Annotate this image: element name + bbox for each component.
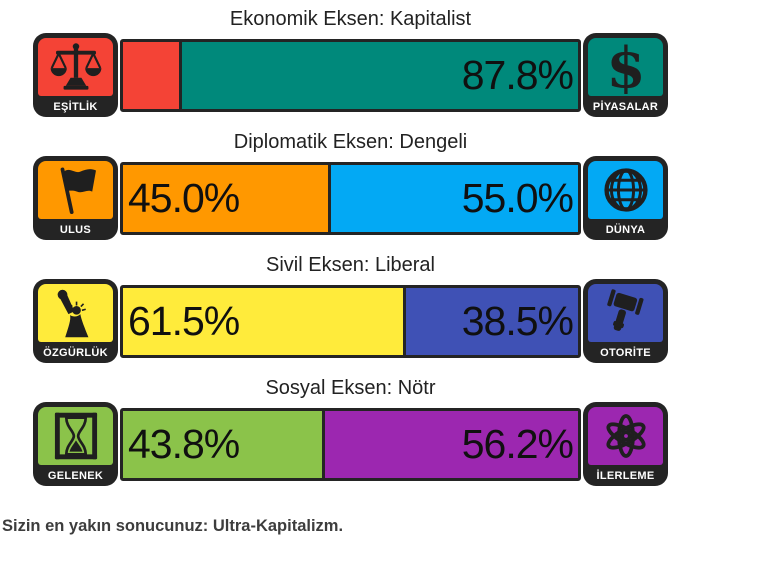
nation-icon-area: [38, 161, 113, 219]
axis-diplomatic: Diplomatik Eksen: Dengeli ULUS 45.0% 55.…: [33, 131, 668, 243]
nation-badge: ULUS: [33, 156, 118, 240]
societal-left-segment: 43.8%: [123, 410, 323, 478]
diplomatic-left-percent: 45.0%: [128, 174, 240, 221]
svg-text:$: $: [606, 40, 645, 94]
civil-left-percent: 61.5%: [128, 297, 240, 344]
societal-left-percent: 43.8%: [128, 420, 240, 467]
axis-diplomatic-title: Diplomatik Eksen: Dengeli: [233, 131, 468, 153]
world-icon-area: [588, 161, 663, 219]
civil-bar: 61.5% 38.5%: [120, 284, 581, 358]
closest-match-result: Sizin en yakın sonucunuz: Ultra-Kapitali…: [2, 517, 344, 535]
dollar-icon: $: [606, 40, 645, 94]
liberty-icon-area: [38, 284, 113, 342]
economic-left-segment: [123, 41, 179, 109]
gavel-icon: [606, 289, 644, 331]
progress-label: İLERLEME: [596, 469, 655, 482]
liberty-badge: ÖZGÜRLÜK: [33, 279, 118, 363]
diplomatic-right-percent: 55.0%: [461, 174, 574, 221]
axis-civil-title: Sivil Eksen: Liberal: [266, 254, 435, 276]
axis-diplomatic-row: ULUS 45.0% 55.0%: [33, 153, 668, 243]
hourglass-icon: [54, 412, 97, 460]
flag-icon: [60, 167, 96, 215]
diplomatic-right-segment: 55.0%: [330, 164, 578, 232]
liberty-label: ÖZGÜRLÜK: [43, 346, 108, 359]
axis-economic-row: EŞİTLİK 87.8% $ PİYASALAR: [33, 30, 668, 120]
societal-bar: 43.8% 56.2%: [120, 407, 581, 481]
societal-right-segment: 56.2%: [325, 410, 578, 478]
axis-societal-title: Sosyal Eksen: Nötr: [265, 377, 436, 399]
axis-societal-row: GELENEK 43.8% 56.2%: [33, 399, 668, 489]
scales-icon: [50, 43, 101, 90]
progress-badge: İLERLEME: [583, 402, 668, 486]
diplomatic-bar: 45.0% 55.0%: [120, 161, 581, 235]
globe-icon: [603, 168, 648, 212]
tradition-icon-area: [38, 407, 113, 465]
societal-right-percent: 56.2%: [461, 420, 574, 467]
tradition-label: GELENEK: [47, 469, 104, 482]
world-label: DÜNYA: [605, 223, 646, 236]
authority-label: OTORİTE: [600, 346, 651, 359]
markets-label: PİYASALAR: [592, 100, 659, 113]
axis-societal: Sosyal Eksen: Nötr GELENEK: [33, 377, 668, 489]
tradition-badge: GELENEK: [33, 402, 118, 486]
markets-icon-area: $: [588, 38, 663, 96]
axis-economic-title: Ekonomik Eksen: Kapitalist: [229, 8, 472, 30]
axis-economic: Ekonomik Eksen: Kapitalist: [33, 8, 668, 120]
axis-civil-row: ÖZGÜRLÜK 61.5% 38.5%: [33, 276, 668, 366]
world-badge: DÜNYA: [583, 156, 668, 240]
civil-right-percent: 38.5%: [461, 297, 574, 344]
nation-label: ULUS: [59, 223, 92, 236]
civil-right-segment: 38.5%: [405, 287, 578, 355]
markets-badge: $ PİYASALAR: [583, 33, 668, 117]
economic-bar: 87.8%: [120, 38, 581, 112]
progress-icon-area: [588, 407, 663, 465]
authority-badge: OTORİTE: [583, 279, 668, 363]
axis-civil: Sivil Eksen: Liberal: [33, 254, 668, 366]
economic-right-percent: 87.8%: [461, 51, 574, 98]
authority-icon-area: [588, 284, 663, 342]
diplomatic-left-segment: 45.0%: [123, 164, 328, 232]
equality-label: EŞİTLİK: [53, 100, 98, 113]
equality-badge: EŞİTLİK: [33, 33, 118, 117]
economic-right-segment: 87.8%: [181, 41, 578, 109]
civil-left-segment: 61.5%: [123, 287, 403, 355]
atom-icon: [605, 414, 646, 458]
statue-of-liberty-icon: [57, 289, 88, 338]
equality-icon-area: [38, 38, 113, 96]
